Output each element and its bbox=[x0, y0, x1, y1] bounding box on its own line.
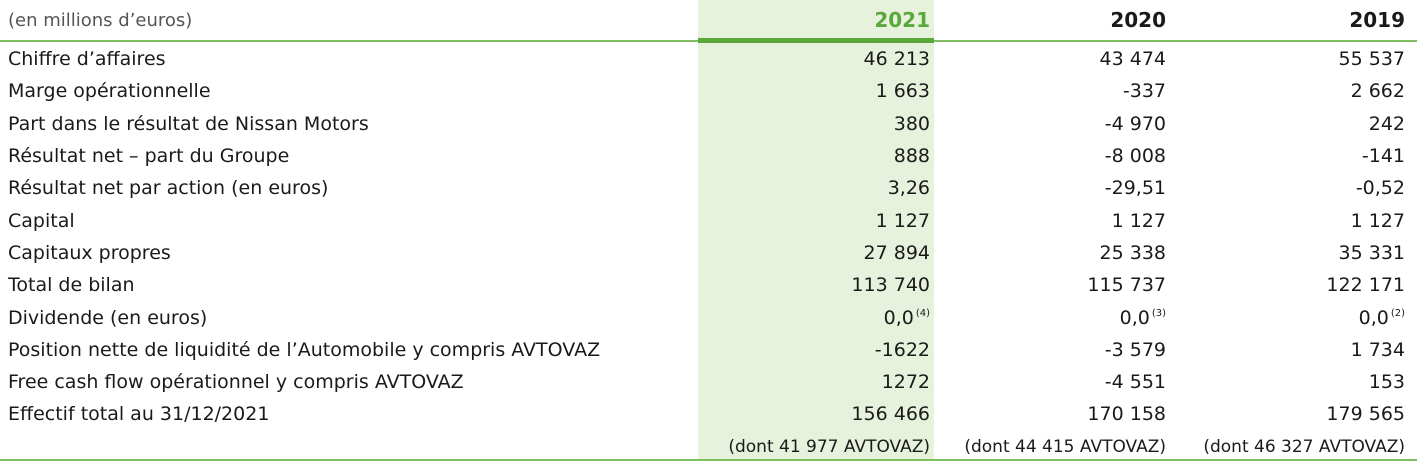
value-2019: 179 565 bbox=[1326, 403, 1405, 426]
footnote-ref-2021: (4) bbox=[915, 308, 930, 320]
value-2019: 55 537 bbox=[1338, 48, 1405, 71]
value-2021: 1 663 bbox=[875, 80, 930, 103]
value-2020: -8 008 bbox=[1104, 145, 1166, 168]
table-row: Capital 1 127 1 127 1 127 bbox=[0, 204, 1417, 236]
table-row: Free cash flow opérationnel y compris AV… bbox=[0, 366, 1417, 398]
value-2019: 122 171 bbox=[1326, 274, 1405, 297]
unit-label: (en millions d’euros) bbox=[8, 9, 193, 31]
table-row: Résultat net par action (en euros) 3,26 … bbox=[0, 172, 1417, 204]
table-row: Marge opérationnelle 1 663 -337 2 662 bbox=[0, 75, 1417, 107]
value-2020: 1 127 bbox=[1111, 209, 1166, 232]
table-row: Capitaux propres 27 894 25 338 35 331 bbox=[0, 237, 1417, 269]
year-header-2020: 2020 bbox=[1110, 8, 1166, 32]
value-2021: 27 894 bbox=[863, 241, 930, 264]
row-label: Capital bbox=[8, 209, 75, 232]
value-2019: 35 331 bbox=[1338, 241, 1405, 264]
footnote-ref-2020: (3) bbox=[1151, 308, 1166, 320]
row-label: Capitaux propres bbox=[8, 241, 171, 264]
note-2020: (dont 44 415 AVTOVAZ) bbox=[964, 436, 1166, 457]
footnote-ref-2019: (2) bbox=[1390, 308, 1405, 320]
row-label: Chiffre d’affaires bbox=[8, 48, 166, 71]
value-2021-text: 0,0 bbox=[883, 306, 914, 329]
row-label: Effectif total au 31/12/2021 bbox=[8, 403, 270, 426]
row-label: Dividende (en euros) bbox=[8, 306, 208, 329]
table-row: Chiffre d’affaires 46 213 43 474 55 537 bbox=[0, 43, 1417, 75]
value-2021: 0,0 (4) bbox=[698, 307, 934, 329]
table-body: Chiffre d’affaires 46 213 43 474 55 537 … bbox=[0, 43, 1417, 463]
table-header: (en millions d’euros) 2021 2020 2019 bbox=[0, 0, 1417, 40]
table-row: Résultat net – part du Groupe 888 -8 008… bbox=[0, 140, 1417, 172]
value-2020: 170 158 bbox=[1087, 403, 1166, 426]
value-2021: 1272 bbox=[881, 371, 930, 394]
value-2019: 0,0 (2) bbox=[1170, 307, 1417, 329]
row-label: Total de bilan bbox=[8, 274, 135, 297]
value-2021: 1 127 bbox=[875, 209, 930, 232]
value-2020: -3 579 bbox=[1104, 338, 1166, 361]
value-2020-text: 0,0 bbox=[1119, 306, 1150, 329]
value-2021: 888 bbox=[893, 145, 930, 168]
value-2019: 153 bbox=[1368, 371, 1405, 394]
value-2020: 43 474 bbox=[1099, 48, 1166, 71]
value-2020: -4 970 bbox=[1104, 112, 1166, 135]
value-2019: 1 127 bbox=[1350, 209, 1405, 232]
row-label: Part dans le résultat de Nissan Motors bbox=[8, 112, 369, 135]
value-2020: 115 737 bbox=[1087, 274, 1166, 297]
table-row: Position nette de liquidité de l’Automob… bbox=[0, 334, 1417, 366]
value-2019: -0,52 bbox=[1355, 177, 1405, 200]
row-label: Résultat net – part du Groupe bbox=[8, 145, 290, 168]
value-2019-text: 0,0 bbox=[1358, 306, 1389, 329]
header-accent-rule bbox=[698, 38, 934, 43]
value-2020: -4 551 bbox=[1104, 371, 1166, 394]
year-header-2021: 2021 bbox=[874, 8, 930, 32]
row-label: Free cash flow opérationnel y compris AV… bbox=[8, 371, 464, 394]
value-2021: 113 740 bbox=[851, 274, 930, 297]
value-2020: 0,0 (3) bbox=[934, 307, 1170, 329]
value-2021: 3,26 bbox=[887, 177, 930, 200]
value-2020: -29,51 bbox=[1104, 177, 1166, 200]
value-2020: -337 bbox=[1122, 80, 1166, 103]
value-2021: 156 466 bbox=[851, 403, 930, 426]
table-row: Dividende (en euros) 0,0 (4) 0,0 (3) 0,0 (2… bbox=[0, 301, 1417, 333]
table-row: Effectif total au 31/12/2021 156 466 170… bbox=[0, 398, 1417, 430]
row-label: Position nette de liquidité de l’Automob… bbox=[8, 338, 601, 361]
value-2019: 2 662 bbox=[1350, 80, 1405, 103]
value-2019: 242 bbox=[1368, 112, 1405, 135]
value-2019: 1 734 bbox=[1350, 338, 1405, 361]
value-2021: 46 213 bbox=[863, 48, 930, 71]
value-2019: -141 bbox=[1361, 145, 1405, 168]
table-row: Total de bilan 113 740 115 737 122 171 bbox=[0, 269, 1417, 301]
bottom-rule bbox=[0, 459, 1417, 461]
year-header-2019: 2019 bbox=[1349, 8, 1405, 32]
value-2020: 25 338 bbox=[1099, 241, 1166, 264]
table-row-note: (dont 41 977 AVTOVAZ) (dont 44 415 AVTOV… bbox=[0, 431, 1417, 463]
table-row: Part dans le résultat de Nissan Motors 3… bbox=[0, 108, 1417, 140]
row-label: Marge opérationnelle bbox=[8, 80, 211, 103]
value-2021: 380 bbox=[893, 112, 930, 135]
row-label: Résultat net par action (en euros) bbox=[8, 177, 329, 200]
note-2019: (dont 46 327 AVTOVAZ) bbox=[1203, 436, 1405, 457]
note-2021: (dont 41 977 AVTOVAZ) bbox=[728, 436, 930, 457]
value-2021: -1622 bbox=[874, 338, 930, 361]
highlight-column-2021 bbox=[698, 0, 934, 460]
